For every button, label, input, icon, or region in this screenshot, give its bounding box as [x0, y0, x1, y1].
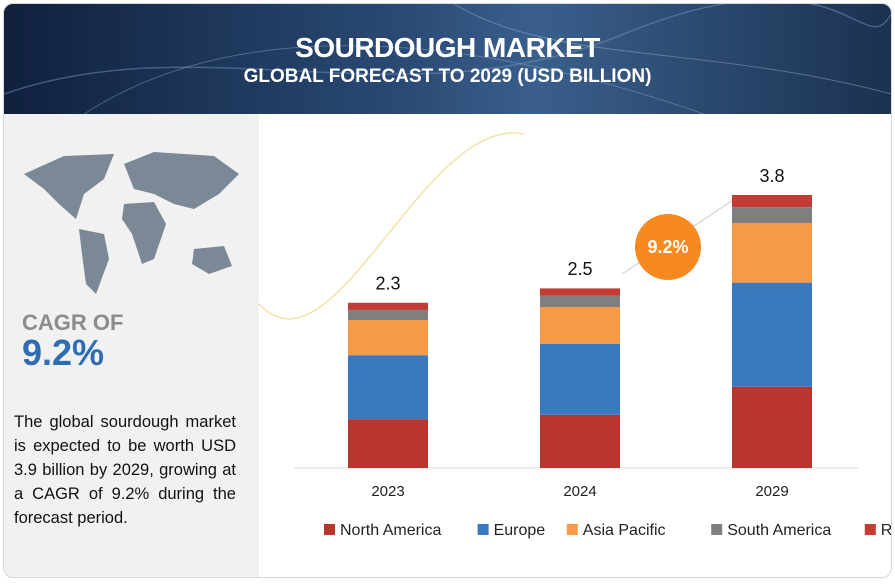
- bar-segment: [732, 195, 812, 208]
- bar-segment: [348, 320, 428, 356]
- total-label: 3.8: [759, 166, 784, 186]
- title: SOURDOUGH MARKET: [295, 32, 600, 63]
- legend-swatch: [477, 524, 489, 535]
- header-decoration: [4, 4, 891, 114]
- legend-label: RoW: [881, 522, 891, 539]
- bar-segment: [348, 309, 428, 321]
- legend-swatch: [566, 524, 578, 535]
- bar-segment: [732, 223, 812, 283]
- decor-curve: [258, 132, 525, 320]
- total-label: 2.5: [567, 259, 592, 279]
- cagr-label: CAGR OF: [22, 310, 124, 335]
- world-map: [24, 152, 239, 294]
- bar-segment: [348, 419, 428, 468]
- bar-segment: [732, 386, 812, 468]
- legend-label: Asia Pacific: [583, 522, 666, 539]
- bar-segment: [540, 288, 620, 296]
- cagr-value: 9.2%: [22, 332, 105, 373]
- legend-swatch: [324, 524, 335, 535]
- x-tick-label: 2023: [371, 483, 404, 500]
- subtitle: GLOBAL FORECAST TO 2029 (USD BILLION): [243, 66, 652, 87]
- side-panel: CAGR OF 9.2% The global sourdough market…: [4, 114, 259, 577]
- x-tick-label: 2029: [755, 483, 788, 500]
- bar-segment: [540, 295, 620, 308]
- bar-segment: [348, 302, 428, 310]
- legend-label: South America: [727, 522, 831, 539]
- bar-segment: [540, 343, 620, 415]
- cagr-annotation: 9.2%: [647, 237, 688, 257]
- bar-segment: [540, 414, 620, 468]
- bar-segment: [540, 307, 620, 344]
- chart: 9.2% 2.3 2023 2.5 2024 3.8 2029 North America E…: [258, 132, 891, 539]
- description: The global sourdough market is expected …: [14, 413, 236, 527]
- bar-segment: [732, 207, 812, 224]
- cagr-bubble: [635, 214, 701, 280]
- infographic: SOURDOUGH MARKET GLOBAL FORECAST TO 2029…: [3, 3, 892, 578]
- total-label: 2.3: [375, 274, 400, 294]
- bar-segment: [732, 282, 812, 387]
- bar-segment: [348, 355, 428, 420]
- legend-swatch: [864, 524, 876, 535]
- legend-swatch: [711, 524, 723, 535]
- header: SOURDOUGH MARKET GLOBAL FORECAST TO 2029…: [4, 4, 891, 114]
- legend-label: North America: [340, 522, 441, 539]
- legend-label: Europe: [494, 522, 546, 539]
- x-tick-label: 2024: [563, 483, 596, 500]
